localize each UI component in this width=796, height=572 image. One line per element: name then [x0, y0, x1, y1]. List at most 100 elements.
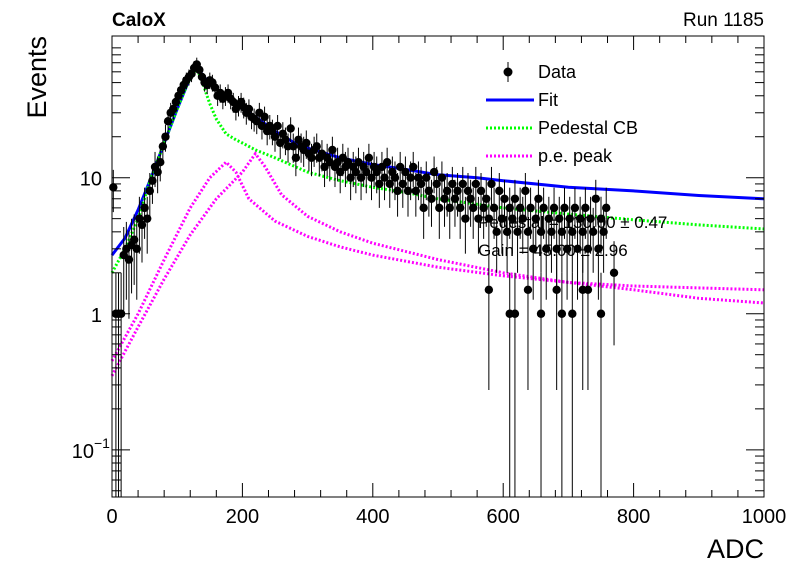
data-point	[380, 161, 389, 201]
data-marker	[291, 153, 301, 163]
data-marker	[515, 203, 525, 213]
experiment-label: CaloX	[112, 10, 166, 31]
legend-label: Fit	[538, 90, 558, 110]
data-marker	[158, 142, 168, 151]
data-point	[474, 196, 483, 254]
data-point	[409, 151, 418, 188]
data-marker	[328, 145, 337, 155]
data-marker	[583, 285, 593, 294]
data-point	[466, 179, 475, 227]
data-marker	[398, 179, 407, 189]
series-line-p-e-peak-2	[110, 151, 765, 377]
data-marker	[435, 203, 444, 213]
data-point	[461, 196, 470, 254]
data-marker	[539, 203, 548, 213]
data-point	[534, 179, 543, 227]
data-point	[602, 187, 611, 239]
data-point	[362, 156, 371, 194]
data-point	[549, 187, 559, 239]
data-marker	[510, 309, 520, 318]
data-marker	[479, 203, 488, 213]
data-point	[143, 196, 152, 254]
data-marker	[286, 124, 295, 133]
data-point	[148, 164, 157, 204]
data-marker	[508, 214, 517, 223]
data-point	[294, 127, 303, 156]
data-marker	[513, 227, 522, 237]
data-point	[427, 179, 436, 227]
data-marker	[523, 285, 533, 294]
data-point	[502, 207, 512, 273]
data-marker	[273, 121, 282, 131]
legend: Data Fit Pedestal CB p.e. peak	[486, 62, 638, 166]
legend-label: Pedestal CB	[538, 118, 638, 138]
y-axis-label: Events	[22, 36, 52, 119]
data-marker	[536, 309, 546, 318]
data-marker	[500, 194, 509, 203]
data-point	[484, 196, 494, 254]
data-marker	[523, 227, 533, 237]
data-marker	[528, 244, 538, 254]
data-marker	[482, 194, 491, 203]
data-marker	[442, 186, 452, 196]
fit-result-gain: Gain = 45.00 ± 2.96	[478, 241, 628, 260]
legend-label: Data	[538, 62, 577, 82]
data-marker	[336, 167, 345, 177]
data-marker	[195, 65, 204, 75]
data-point	[419, 187, 428, 239]
data-marker	[557, 309, 567, 318]
data-marker	[492, 227, 501, 237]
data-marker	[521, 186, 530, 196]
data-point	[500, 179, 509, 227]
data-point	[568, 207, 577, 273]
x-tick-label: 0	[106, 506, 117, 528]
data-point	[528, 221, 538, 300]
data-point	[156, 147, 165, 182]
data-point	[424, 172, 434, 217]
data-point	[140, 187, 149, 239]
data-point	[260, 106, 269, 130]
data-marker	[395, 162, 405, 172]
data-marker	[124, 255, 134, 264]
data-marker	[375, 179, 384, 189]
data-marker	[210, 83, 220, 92]
data-point	[552, 254, 561, 390]
x-tick-label: 600	[487, 506, 520, 528]
data-marker	[536, 227, 546, 237]
data-marker	[586, 214, 595, 223]
data-marker	[401, 167, 410, 177]
data-point	[562, 221, 572, 300]
data-point	[487, 166, 496, 208]
data-point	[599, 207, 608, 273]
data-point	[510, 272, 520, 497]
data-point	[432, 166, 441, 208]
fit-result-pedestal: Pedestal = 130.00 ± 0.47	[478, 213, 667, 232]
data-marker	[351, 167, 361, 177]
data-point	[364, 143, 374, 177]
data-marker	[346, 173, 355, 182]
data-marker	[403, 186, 413, 196]
data-point	[568, 272, 577, 497]
data-point	[544, 196, 554, 254]
y-tick-label: 10	[80, 169, 102, 191]
data-marker	[356, 173, 366, 182]
data-point	[531, 196, 540, 254]
data-marker	[549, 203, 559, 213]
data-point	[416, 166, 426, 208]
data-point	[286, 117, 295, 143]
data-marker	[382, 157, 392, 167]
data-point	[393, 172, 402, 217]
data-point	[508, 196, 517, 254]
data-point	[270, 124, 280, 152]
data-marker	[153, 167, 162, 177]
data-marker	[129, 235, 139, 244]
data-marker	[411, 186, 421, 196]
run-label: Run 1185	[683, 10, 764, 31]
data-point	[291, 143, 301, 177]
data-point	[137, 202, 147, 263]
data-marker	[364, 153, 374, 163]
data-marker	[450, 194, 460, 203]
data-marker	[455, 203, 465, 213]
